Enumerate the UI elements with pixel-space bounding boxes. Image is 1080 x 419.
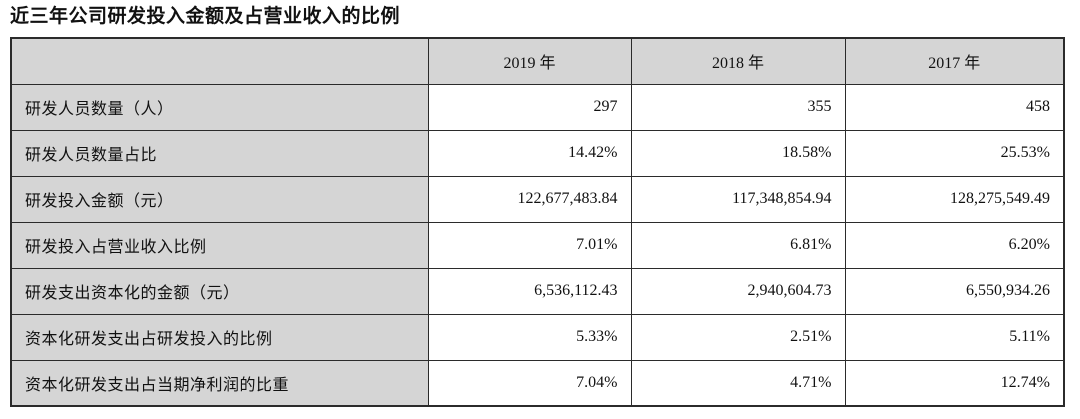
page-title: 近三年公司研发投入金额及占营业收入的比例 [10, 6, 401, 27]
table-row: 研发支出资本化的金额（元） 6,536,112.43 2,940,604.73 … [10, 267, 1065, 315]
rd-investment-table: 2019 年 2018 年 2017 年 研发人员数量（人） 297 355 4… [10, 37, 1065, 407]
table-row: 研发人员数量占比 14.42% 18.58% 25.53% [10, 129, 1065, 177]
report-page: 近三年公司研发投入金额及占营业收入的比例 2019 年 2018 年 2017 … [10, 6, 1065, 407]
table-row: 研发投入占营业收入比例 7.01% 6.81% 6.20% [10, 221, 1065, 269]
value-cell-2019: 5.33% [427, 313, 632, 361]
table-row: 研发投入金额（元） 122,677,483.84 117,348,854.94 … [10, 175, 1065, 223]
value-cell-2019: 297 [427, 83, 632, 131]
row-label-cell: 资本化研发支出占当期净利润的比重 [10, 359, 429, 407]
value-cell-2017: 458 [844, 83, 1065, 131]
value-cell-2018: 2.51% [630, 313, 846, 361]
value-cell-2017: 12.74% [844, 359, 1065, 407]
value-cell-2018: 2,940,604.73 [630, 267, 846, 315]
table-header-row: 2019 年 2018 年 2017 年 [10, 37, 1065, 85]
row-label-cell: 研发支出资本化的金额（元） [10, 267, 429, 315]
value-cell-2018: 18.58% [630, 129, 846, 177]
table-row: 资本化研发支出占当期净利润的比重 7.04% 4.71% 12.74% [10, 359, 1065, 407]
header-year-2019: 2019 年 [427, 37, 632, 85]
value-cell-2018: 117,348,854.94 [630, 175, 846, 223]
value-cell-2018: 355 [630, 83, 846, 131]
row-label-cell: 资本化研发支出占研发投入的比例 [10, 313, 429, 361]
row-label-cell: 研发人员数量（人） [10, 83, 429, 131]
value-cell-2018: 4.71% [630, 359, 846, 407]
value-cell-2017: 5.11% [844, 313, 1065, 361]
value-cell-2017: 128,275,549.49 [844, 175, 1065, 223]
row-label-cell: 研发人员数量占比 [10, 129, 429, 177]
header-year-2018: 2018 年 [630, 37, 846, 85]
value-cell-2019: 7.01% [427, 221, 632, 269]
header-corner-cell [10, 37, 429, 85]
table-row: 研发人员数量（人） 297 355 458 [10, 83, 1065, 131]
value-cell-2019: 14.42% [427, 129, 632, 177]
value-cell-2019: 6,536,112.43 [427, 267, 632, 315]
value-cell-2017: 6,550,934.26 [844, 267, 1065, 315]
header-year-2017: 2017 年 [844, 37, 1065, 85]
value-cell-2019: 122,677,483.84 [427, 175, 632, 223]
table-row: 资本化研发支出占研发投入的比例 5.33% 2.51% 5.11% [10, 313, 1065, 361]
value-cell-2017: 25.53% [844, 129, 1065, 177]
value-cell-2017: 6.20% [844, 221, 1065, 269]
value-cell-2019: 7.04% [427, 359, 632, 407]
row-label-cell: 研发投入金额（元） [10, 175, 429, 223]
row-label-cell: 研发投入占营业收入比例 [10, 221, 429, 269]
value-cell-2018: 6.81% [630, 221, 846, 269]
